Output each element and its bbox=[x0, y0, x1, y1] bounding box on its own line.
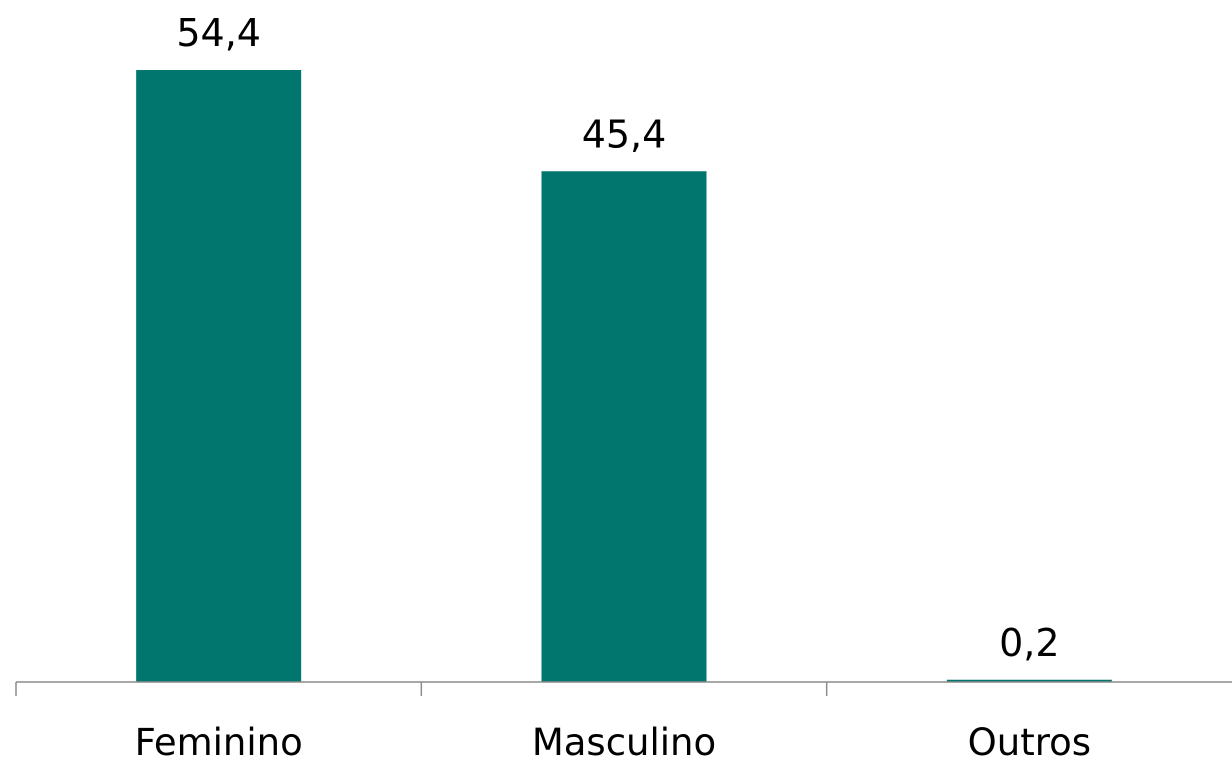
x-tick-label-outros: Outros bbox=[968, 721, 1091, 761]
x-axis bbox=[15, 681, 1232, 696]
x-tick-label-masculino: Masculino bbox=[532, 721, 716, 761]
bars-layer bbox=[136, 70, 1112, 682]
bar-feminino bbox=[136, 70, 302, 682]
bar-outros bbox=[946, 679, 1112, 682]
data-label-masculino: 45,4 bbox=[582, 112, 667, 156]
data-label-outros: 0,2 bbox=[999, 621, 1059, 665]
bar-masculino bbox=[541, 171, 707, 682]
data-label-feminino: 54,4 bbox=[176, 11, 261, 55]
x-tick-label-feminino: Feminino bbox=[135, 721, 303, 761]
labels-layer: 54,4 Feminino 45,4 Masculino 0,2 Outros bbox=[135, 11, 1091, 764]
